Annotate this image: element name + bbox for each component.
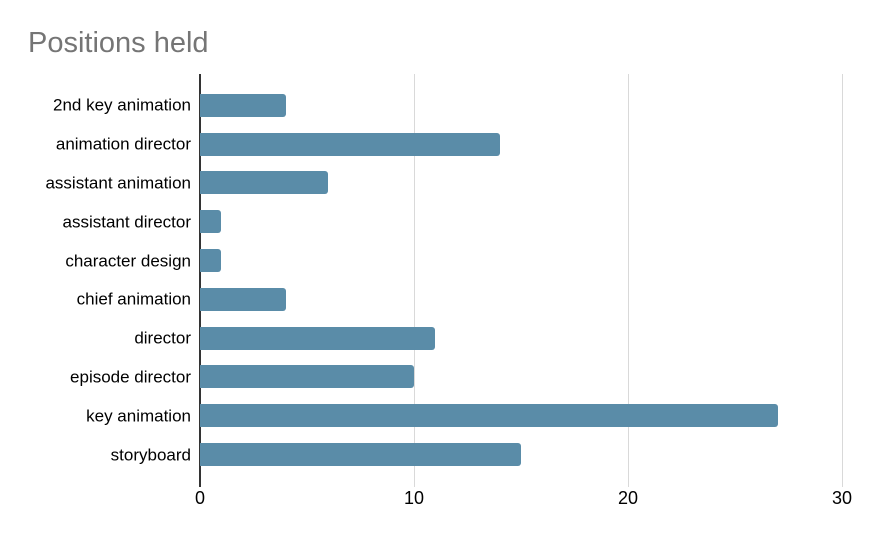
bar	[200, 404, 778, 428]
bar	[200, 287, 286, 311]
bar	[200, 93, 286, 117]
category-label: key animation	[86, 406, 191, 426]
bar	[200, 210, 222, 234]
category-label: character design	[65, 251, 191, 271]
chart-title: Positions held	[28, 27, 209, 59]
bar	[200, 171, 329, 195]
bar	[200, 443, 521, 467]
bar-row: chief animation	[77, 280, 842, 319]
bar	[200, 365, 414, 389]
category-label: director	[134, 328, 191, 348]
bar-row: 2nd key animation	[53, 86, 842, 125]
category-label: episode director	[70, 367, 191, 387]
x-axis-tick-label: 20	[617, 488, 639, 508]
plot-area: 2nd key animation animation director assis…	[45, 74, 843, 487]
x-axis-tick-label: 10	[403, 488, 425, 508]
category-label: chief animation	[76, 289, 191, 309]
bars-layer: 2nd key animation animation director assis…	[45, 86, 842, 474]
bar-row: director	[134, 319, 842, 358]
x-axis-tick-label: 30	[831, 488, 853, 508]
y-axis-line	[199, 74, 201, 487]
category-label: assistant animation	[45, 173, 191, 193]
bar-row: key animation	[86, 396, 842, 435]
bar-row: episode director	[70, 358, 842, 397]
bar	[200, 132, 500, 156]
bar	[200, 326, 436, 350]
x-axis-tick-label: 0	[194, 488, 206, 508]
bar-row: assistant director	[63, 202, 842, 241]
gridline	[628, 74, 629, 487]
bar-row: animation director	[56, 125, 842, 164]
bar	[200, 249, 222, 273]
bar-row: storyboard	[111, 435, 842, 474]
gridline	[842, 74, 843, 487]
gridline	[414, 74, 415, 487]
bar-row: character design	[65, 241, 842, 280]
x-axis-labels: 0 10 20 30	[195, 487, 852, 513]
category-label: animation director	[55, 134, 191, 154]
bar-row: assistant animation	[45, 164, 842, 203]
category-label: assistant director	[62, 212, 192, 232]
category-label: storyboard	[110, 445, 191, 465]
category-label: 2nd key animation	[53, 95, 191, 115]
